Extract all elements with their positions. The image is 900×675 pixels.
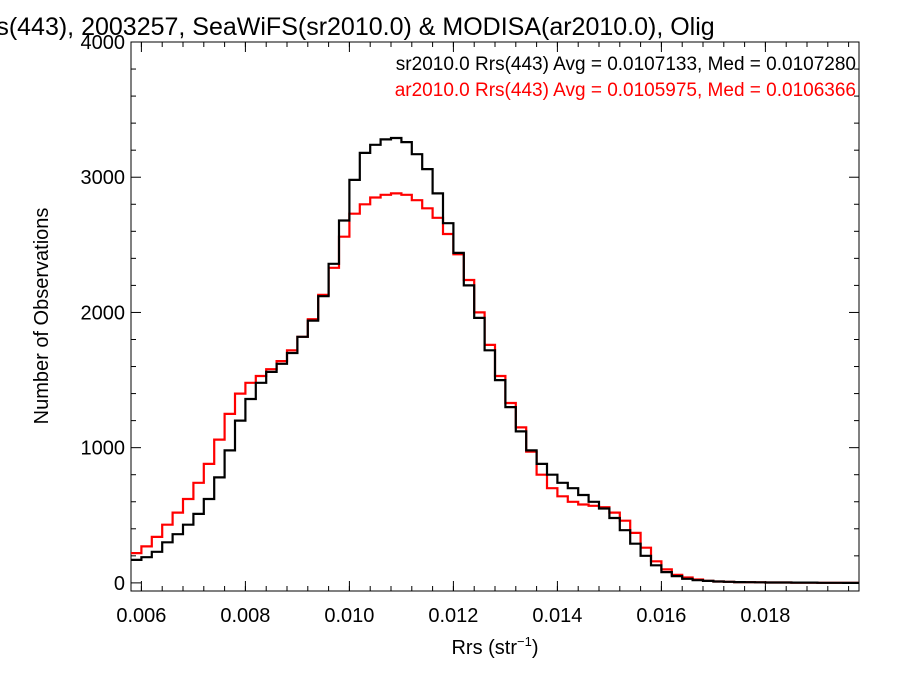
x-tick-label: 0.018 [740,605,790,627]
annotation-ar2010: ar2010.0 Rrs(443) Avg = 0.0105975, Med =… [395,80,856,101]
y-tick-label: 3000 [81,167,126,189]
chart-title: rs(443), 2003257, SeaWiFS(sr2010.0) & MO… [0,13,715,41]
annotation-sr2010: sr2010.0 Rrs(443) Avg = 0.0107133, Med =… [396,54,856,75]
y-axis-label: Number of Observations [31,208,53,425]
series-layer [131,136,859,584]
x-axis-label-main: Rrs (str [451,637,517,659]
y-tick-label: 4000 [81,32,126,54]
y-tick-label: 1000 [81,438,126,460]
x-tick-label: 0.008 [220,605,270,627]
plot-frame [130,41,860,592]
x-axis-label-sup: −1 [517,634,532,649]
x-axis-label-close: ) [532,637,539,659]
series-ar2010-line [131,192,859,584]
x-tick-label: 0.010 [324,605,374,627]
x-axis-label: Rrs (str−1) [451,634,538,659]
y-tick-label: 2000 [81,302,126,324]
y-tick-label: 0 [114,573,125,595]
x-tick-label: 0.006 [116,605,166,627]
x-tick-label: 0.012 [428,605,478,627]
x-axis: 0.006 0.008 0.010 0.012 0.014 0.016 0.018 [116,42,850,627]
series-sr2010-line [131,136,859,584]
x-tick-label: 0.014 [532,605,582,627]
y-axis: 0 1000 2000 3000 4000 [81,32,859,595]
x-tick-label: 0.016 [636,605,686,627]
